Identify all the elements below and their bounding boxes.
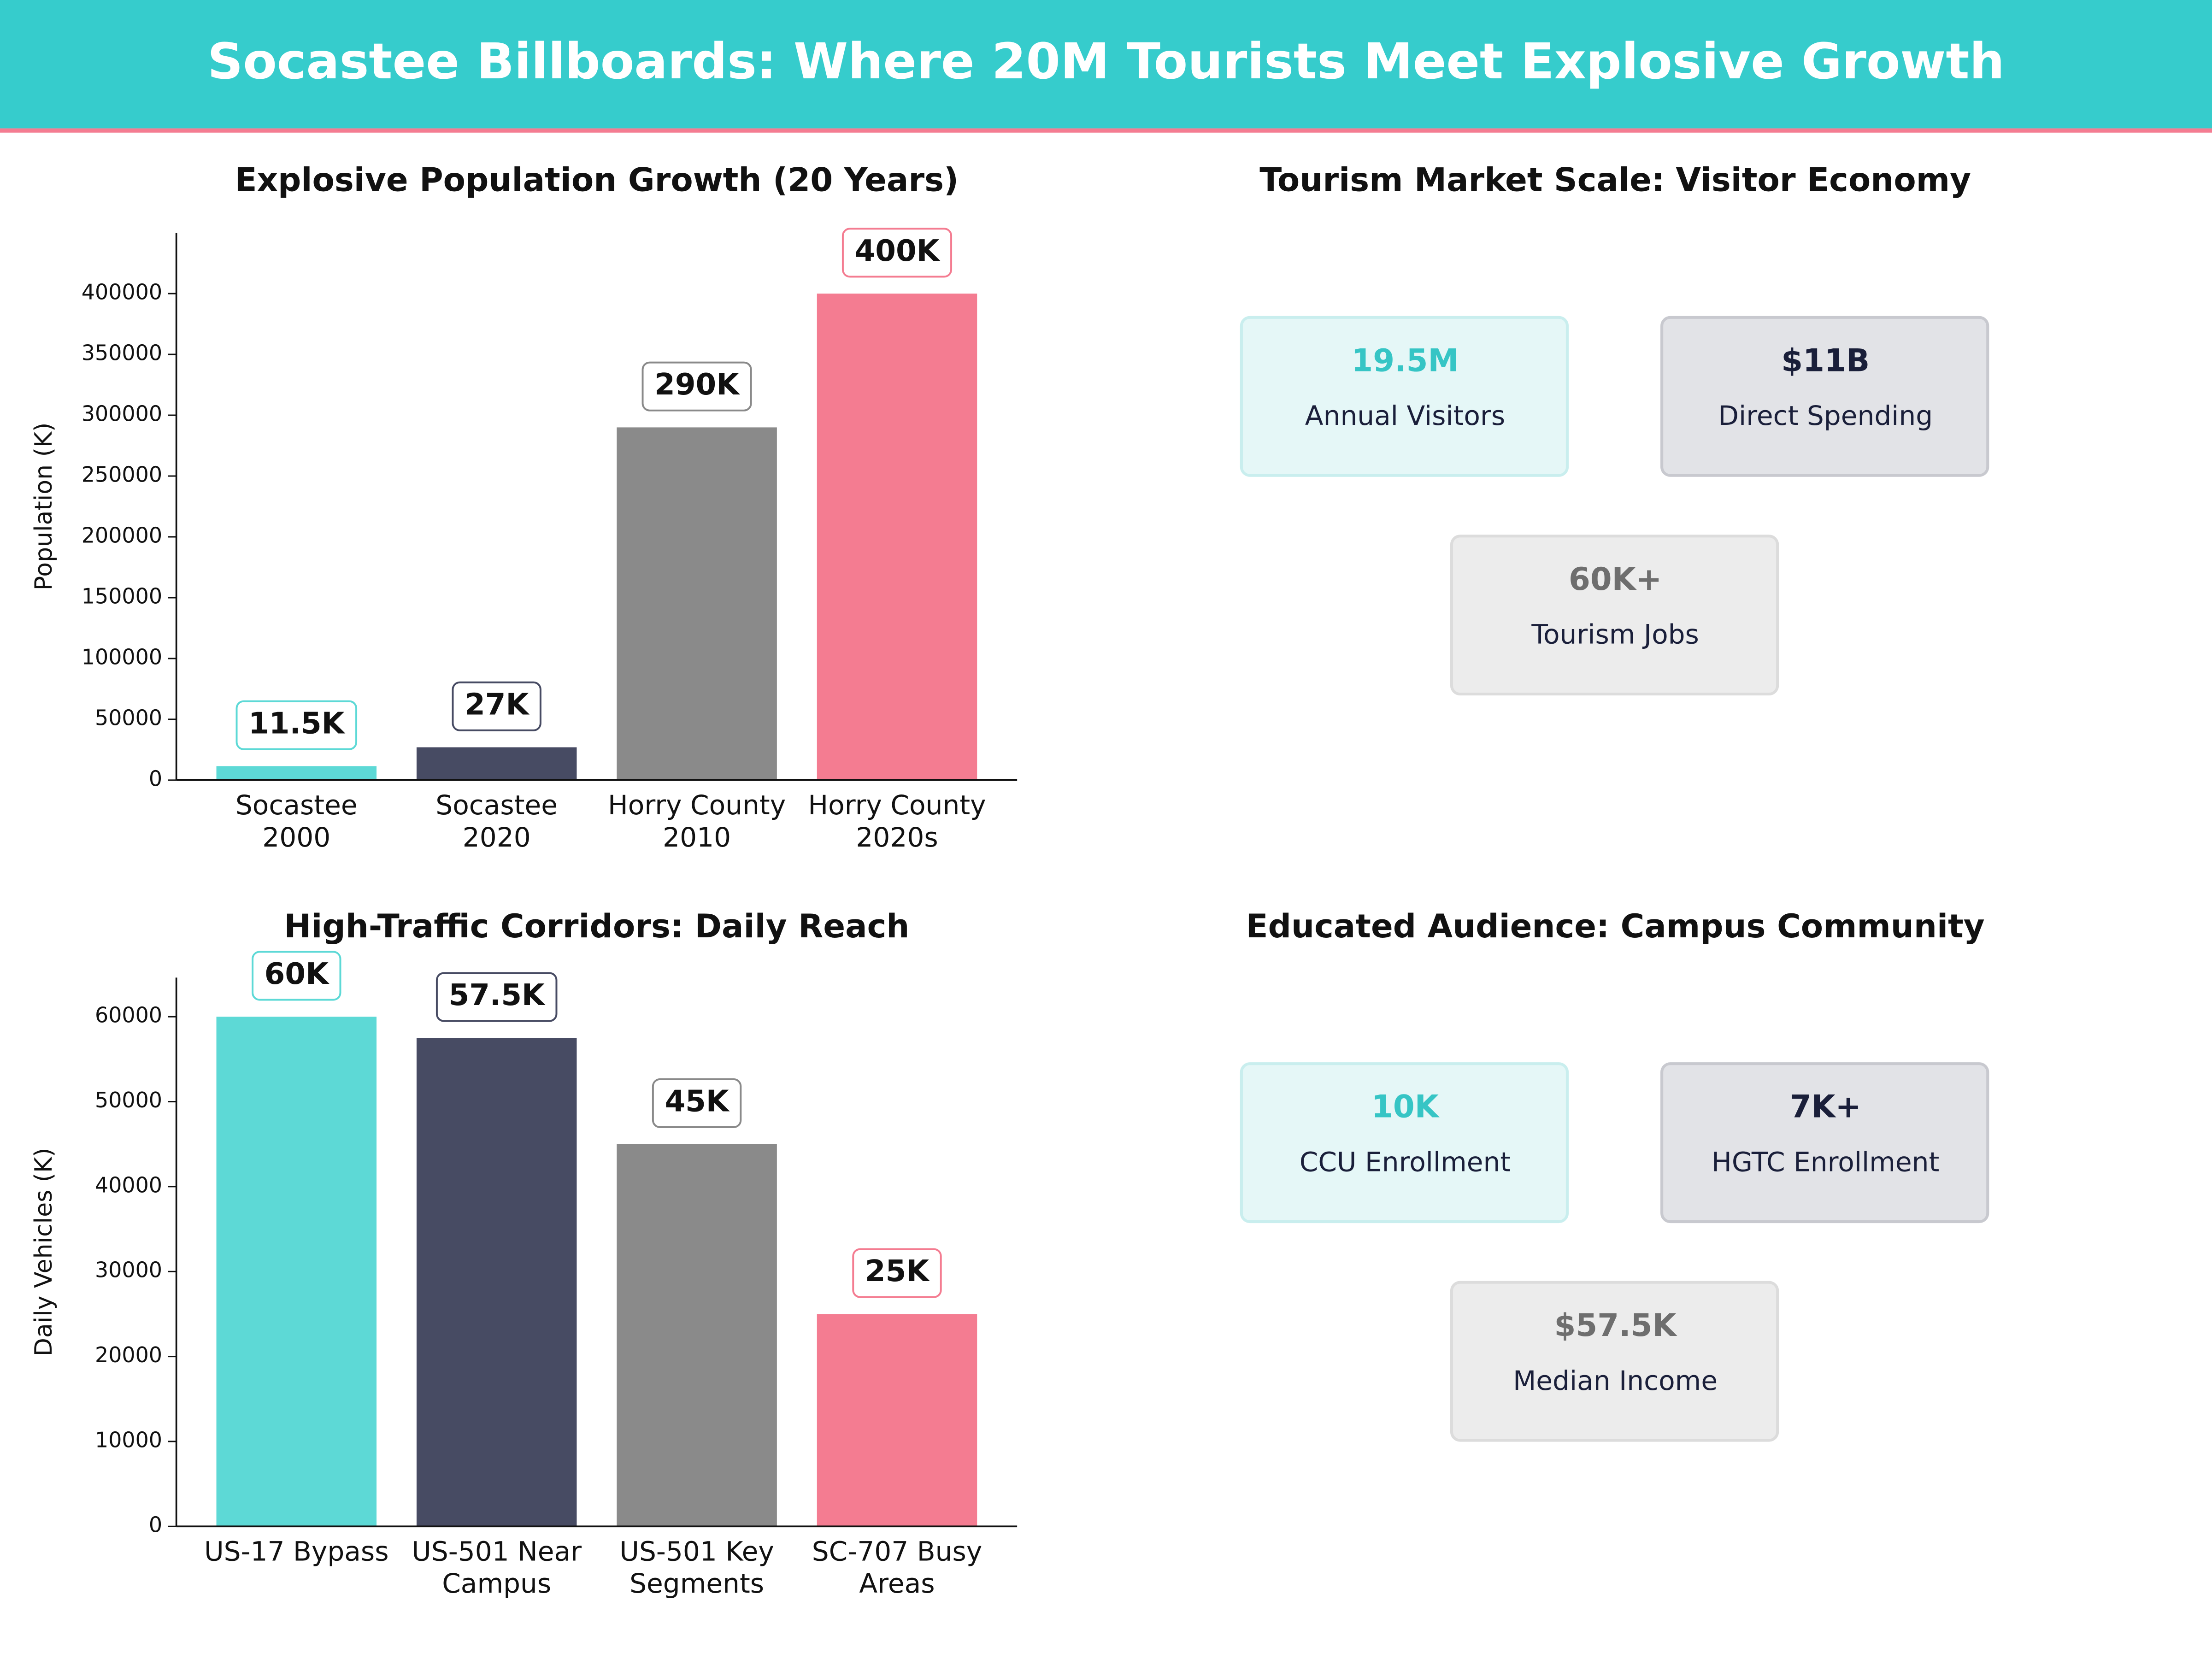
- card-label: Median Income: [1513, 1365, 1718, 1396]
- card-label: CCU Enrollment: [1300, 1147, 1511, 1178]
- x-tick-label: SC-707 Busy Areas: [812, 1536, 982, 1600]
- y-tick-label: 250000: [82, 462, 162, 487]
- y-tick-label: 50000: [95, 705, 162, 730]
- stat-card: 60K+ Tourism Jobs: [1450, 535, 1779, 696]
- header-bar: [0, 0, 2212, 129]
- value-label: 11.5K: [235, 700, 358, 750]
- bar: [416, 747, 577, 780]
- x-tick-label: US-17 Bypass: [204, 1536, 388, 1567]
- value-label-text: 27K: [465, 687, 529, 722]
- card-box: [1450, 535, 1779, 696]
- x-tick-label: Socastee 2020: [435, 789, 558, 853]
- value-label: 60K: [252, 951, 341, 1001]
- bar: [617, 1144, 777, 1527]
- value-label-text: 25K: [865, 1254, 930, 1288]
- card-value: $57.5K: [1554, 1307, 1678, 1343]
- value-label-text: 57.5K: [449, 978, 546, 1012]
- panel-title: Tourism Market Scale: Visitor Economy: [1259, 161, 1971, 199]
- value-label-box: [252, 951, 341, 1001]
- card-label: HGTC Enrollment: [1712, 1147, 1939, 1178]
- bar: [617, 427, 777, 780]
- value-label: 45K: [652, 1078, 742, 1128]
- x-tick-label: Horry County 2010: [608, 789, 786, 853]
- stat-card: 7K+ HGTC Enrollment: [1660, 1062, 1989, 1224]
- y-tick-label: 10000: [95, 1427, 162, 1452]
- chart-title: Explosive Population Growth (20 Years): [235, 161, 959, 199]
- card-value: $11B: [1781, 342, 1870, 378]
- stat-card: 10K CCU Enrollment: [1240, 1062, 1569, 1224]
- y-axis-label: Daily Vehicles (K): [30, 1148, 58, 1357]
- bar: [216, 766, 377, 780]
- y-tick-label: 50000: [95, 1088, 162, 1112]
- stat-card: $11B Direct Spending: [1660, 316, 1989, 477]
- value-label-box: [652, 1078, 742, 1128]
- bar: [216, 1017, 377, 1527]
- value-label: 25K: [852, 1248, 942, 1298]
- value-label-box: [235, 700, 358, 750]
- y-tick-label: 300000: [82, 401, 162, 426]
- panel-title: Educated Audience: Campus Community: [1246, 907, 1985, 945]
- page-title: Socastee Billboards: Where 20M Tourists …: [207, 33, 2005, 90]
- y-tick-label: 20000: [95, 1342, 162, 1367]
- y-axis-label: Population (K): [30, 423, 58, 591]
- value-label-box: [452, 681, 541, 731]
- bar: [817, 1314, 977, 1527]
- y-tick-label: 0: [149, 766, 162, 791]
- y-tick-label: 400000: [82, 280, 162, 305]
- card-box: [1450, 1281, 1779, 1442]
- card-box: [1660, 316, 1989, 477]
- y-tick-label: 60000: [95, 1003, 162, 1028]
- chart-title: High-Traffic Corridors: Daily Reach: [284, 907, 909, 945]
- value-label-text: 290K: [654, 367, 740, 402]
- value-label-box: [435, 972, 558, 1022]
- value-label-text: 60K: [265, 957, 329, 991]
- bar: [416, 1038, 577, 1527]
- card-value: 10K: [1371, 1088, 1440, 1125]
- value-label-box: [641, 361, 752, 412]
- y-tick-label: 100000: [82, 644, 162, 669]
- card-value: 7K+: [1790, 1088, 1861, 1125]
- value-label-text: 45K: [665, 1084, 729, 1119]
- stat-card: 19.5M Annual Visitors: [1240, 316, 1569, 477]
- card-value: 19.5M: [1351, 342, 1459, 378]
- header-rule: [0, 128, 2212, 133]
- y-tick-label: 40000: [95, 1172, 162, 1197]
- bar: [817, 294, 977, 780]
- x-tick-label: US-501 Key Segments: [619, 1536, 774, 1600]
- stat-card: $57.5K Median Income: [1450, 1281, 1779, 1442]
- card-box: [1660, 1062, 1989, 1224]
- y-tick-label: 150000: [82, 583, 162, 608]
- x-tick-label: Horry County 2020s: [808, 789, 986, 853]
- y-tick-label: 200000: [82, 523, 162, 547]
- value-label: 400K: [841, 228, 953, 278]
- card-label: Direct Spending: [1718, 400, 1933, 431]
- x-tick-label: Socastee 2000: [235, 789, 358, 853]
- y-tick-label: 30000: [95, 1258, 162, 1282]
- card-value: 60K+: [1569, 561, 1662, 597]
- value-label: 290K: [641, 361, 752, 412]
- value-label-text: 400K: [855, 234, 941, 268]
- y-tick-label: 0: [149, 1512, 162, 1537]
- value-label-box: [841, 228, 953, 278]
- x-tick-label: US-501 Near Campus: [412, 1536, 582, 1600]
- value-label: 57.5K: [435, 972, 558, 1022]
- value-label-text: 11.5K: [248, 706, 346, 741]
- value-label: 27K: [452, 681, 541, 731]
- y-tick-label: 350000: [82, 341, 162, 365]
- value-label-box: [852, 1248, 942, 1298]
- card-label: Tourism Jobs: [1531, 619, 1699, 650]
- card-box: [1240, 316, 1569, 477]
- card-box: [1240, 1062, 1569, 1224]
- card-label: Annual Visitors: [1305, 400, 1505, 431]
